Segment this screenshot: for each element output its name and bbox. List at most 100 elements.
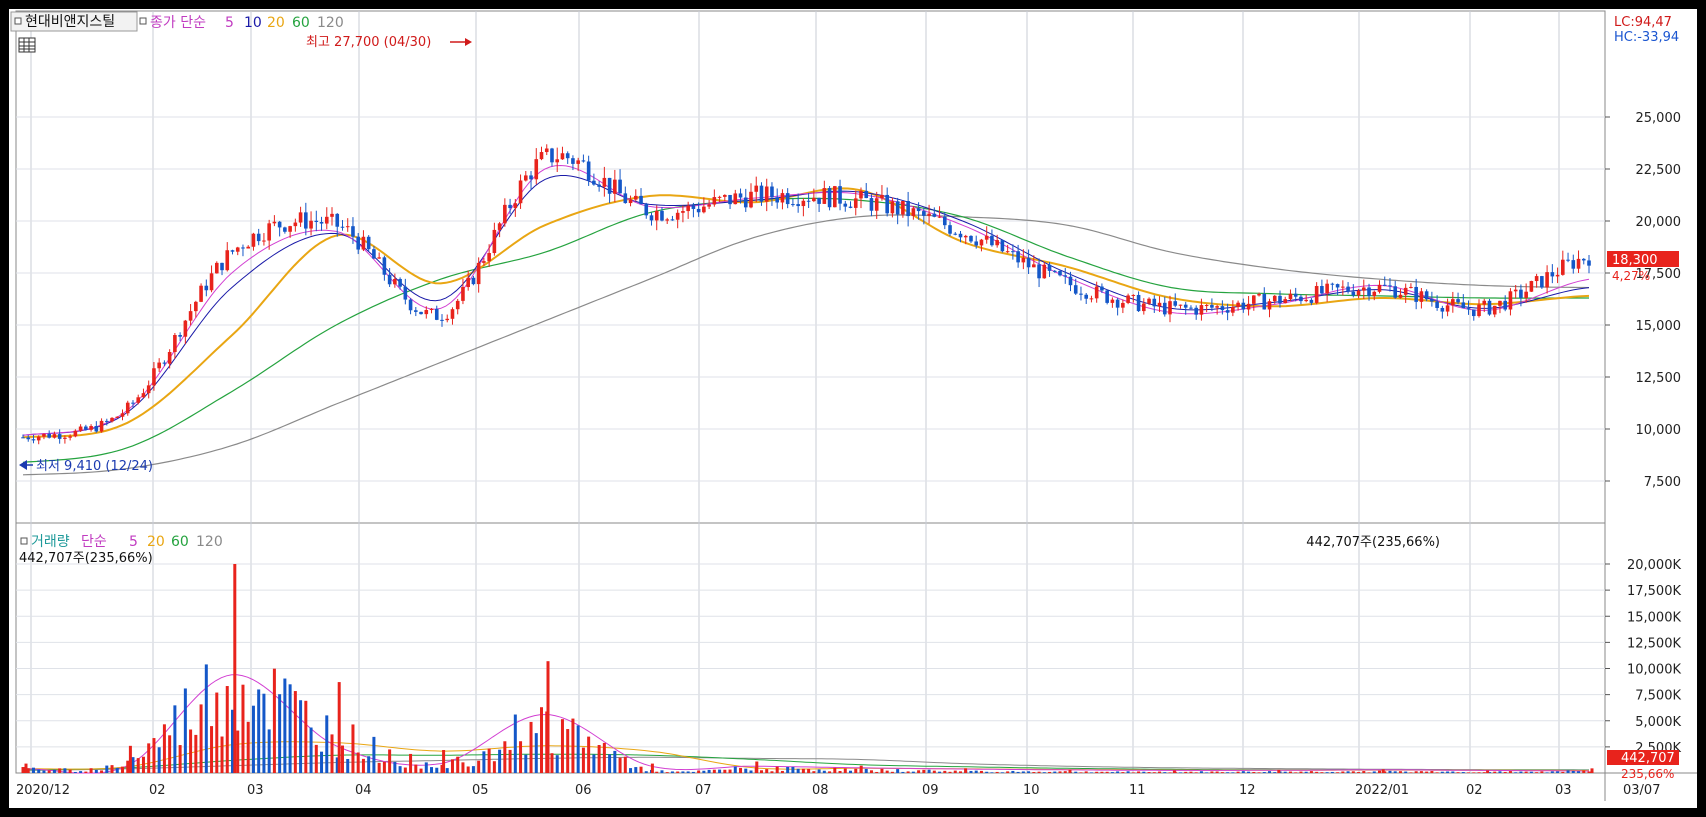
volume-bar — [791, 766, 795, 773]
price-y-tick: 17,500 — [1636, 267, 1682, 282]
volume-bar — [1027, 771, 1031, 773]
candle-body — [1252, 295, 1256, 304]
volume-bar — [655, 771, 659, 773]
candle-body — [958, 233, 963, 238]
volume-bar — [1309, 771, 1313, 773]
volume-bar — [1430, 771, 1434, 773]
candle-body — [911, 208, 916, 217]
volume-bar — [1404, 771, 1408, 773]
low-marker-label: 최저 9,410 (12/24) — [36, 459, 153, 474]
ma-line-120 — [22, 214, 1590, 476]
volume-bar — [634, 767, 638, 773]
candle-body — [1288, 293, 1293, 300]
chart-window: 25,000 22,500 20,000 17,500 15,000 12,500 10,0… — [9, 9, 1697, 808]
volume-bar — [592, 754, 596, 773]
volume-bar — [1152, 772, 1156, 773]
volume-bar — [246, 721, 250, 773]
candle-body — [1555, 274, 1560, 277]
volume-bar — [293, 691, 297, 773]
square-icon — [20, 537, 28, 545]
volume-bar — [576, 725, 580, 773]
candle-body — [660, 210, 664, 221]
volume-bar — [372, 736, 376, 773]
volume-bar — [712, 769, 716, 773]
candle-body — [916, 208, 921, 212]
volume-bar — [508, 749, 512, 773]
volume-ma-label: 단순 — [81, 534, 107, 550]
candle-body — [1068, 276, 1073, 286]
volume-bar — [880, 768, 884, 773]
volume-bar — [546, 661, 550, 773]
candle-body — [1272, 295, 1277, 302]
candle-body — [1393, 286, 1398, 298]
table-icon[interactable] — [18, 37, 36, 53]
volume-bar — [1378, 770, 1382, 773]
volume-bar — [367, 756, 371, 773]
candle-body — [1225, 310, 1230, 313]
candle-body — [1162, 302, 1167, 315]
candle-body — [1052, 270, 1057, 272]
volume-bar — [702, 770, 706, 773]
candle-body — [52, 434, 57, 438]
candle-body — [749, 191, 753, 208]
candle-body — [1508, 291, 1513, 310]
volume-bar — [639, 766, 643, 773]
candle-body — [235, 247, 240, 252]
last-price-badge — [1607, 251, 1679, 267]
candle-body — [1424, 291, 1429, 300]
volume-bar — [555, 755, 559, 773]
candle-body — [1304, 299, 1308, 302]
volume-bar — [84, 771, 88, 773]
volume-bar — [173, 705, 177, 773]
candle-body — [827, 188, 832, 208]
candle-body — [1435, 301, 1439, 308]
candle-body — [544, 148, 549, 153]
hc-value: HC:-33,94 — [1614, 30, 1679, 45]
volume-bar — [676, 771, 680, 773]
candle-body — [366, 236, 371, 250]
volume-bar — [1372, 771, 1376, 773]
candle-body — [120, 413, 125, 417]
candle-body — [1084, 294, 1089, 299]
volume-bar — [1000, 772, 1004, 773]
volume-bar — [540, 707, 544, 773]
candle-body — [717, 196, 722, 198]
candle-body — [152, 368, 156, 386]
candle-body — [340, 226, 345, 228]
candle-body — [455, 300, 460, 310]
candle-body — [497, 223, 502, 230]
candle-body — [1477, 304, 1481, 317]
volume-bar — [63, 768, 67, 773]
volume-bar — [1346, 771, 1350, 773]
volume-bar — [990, 772, 994, 773]
volume-bar — [1545, 772, 1549, 773]
candle-body — [848, 206, 853, 208]
volume-bar — [351, 724, 355, 773]
price-y-tick: 20,000 — [1636, 215, 1682, 230]
volume-bar — [199, 704, 203, 773]
volume-bar — [1393, 771, 1397, 773]
candle-body — [476, 262, 481, 285]
volume-bar — [1566, 770, 1570, 773]
volume-bar — [1440, 771, 1444, 773]
volume-bar — [843, 768, 847, 773]
volume-bar — [31, 767, 35, 773]
candle-body — [162, 362, 167, 364]
volume-bar — [477, 760, 481, 773]
volume-bar — [854, 768, 858, 773]
volume-bar — [728, 769, 732, 773]
volume-bar — [1419, 771, 1423, 773]
candle-body — [702, 206, 706, 213]
lc-value: LC:94,47 — [1614, 15, 1672, 30]
volume-bar — [670, 771, 674, 773]
candle-body — [785, 193, 790, 205]
stock-selector[interactable]: 현대비앤지스틸 — [10, 11, 138, 32]
ma5-label: 5 — [225, 15, 234, 31]
candle-body — [1388, 285, 1392, 287]
candle-body — [1037, 264, 1041, 279]
candle-body — [1189, 307, 1193, 309]
volume-bar — [42, 770, 46, 773]
volume-bar — [1137, 771, 1141, 773]
candle-body — [927, 213, 931, 216]
volume-bar — [1357, 772, 1361, 773]
